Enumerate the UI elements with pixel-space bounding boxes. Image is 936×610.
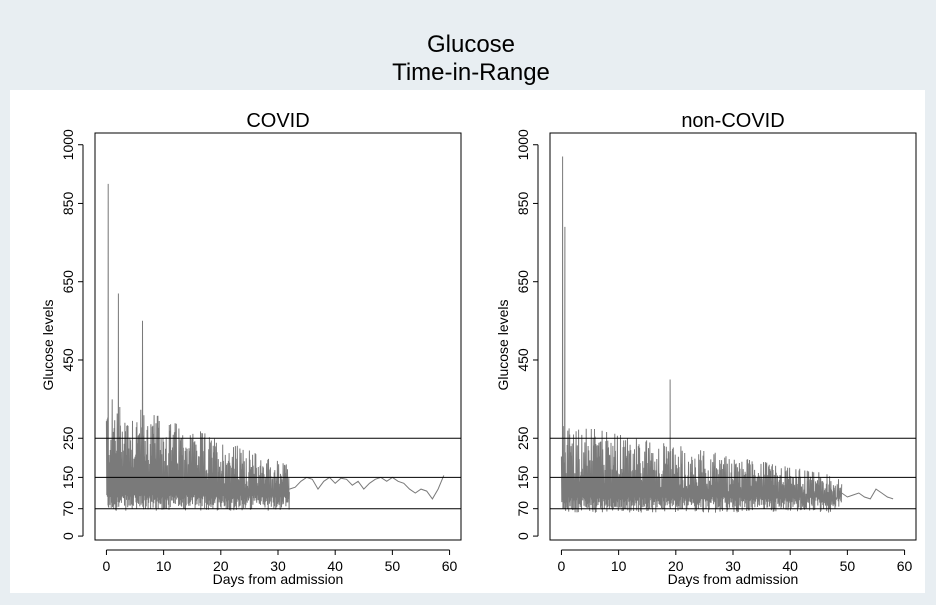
x-tick-label: 30 (270, 558, 286, 574)
series-line (289, 475, 445, 500)
y-axis-title: Glucose levels (40, 299, 56, 390)
x-tick-label: 60 (442, 558, 458, 574)
series-dense-line (560, 156, 843, 513)
x-tick-label: 40 (327, 558, 343, 574)
panel-covid: COVID 0 10 20 30 40 50 60 Days from admission 0 70… (40, 110, 462, 587)
x-tick-label: 10 (156, 558, 172, 574)
y-tick-label: 250 (60, 426, 76, 450)
chart-title-line1: Glucose (427, 31, 515, 58)
x-tick-label: 60 (897, 558, 913, 574)
y-tick-label: 0 (60, 532, 76, 540)
y-tick-label: 850 (515, 192, 531, 216)
y-tick-label: 150 (515, 465, 531, 489)
x-tick-label: 50 (385, 558, 401, 574)
y-tick-label: 450 (60, 348, 76, 372)
chart-title-line2: Time-in-Range (392, 59, 550, 86)
x-tick-label: 40 (782, 558, 798, 574)
y-tick-label: 150 (60, 465, 76, 489)
y-tick-label: 650 (60, 270, 76, 294)
x-tick-label: 30 (725, 558, 741, 574)
y-axis-title: Glucose levels (495, 299, 511, 390)
y-tick-label: 70 (515, 501, 531, 517)
y-tick-label: 70 (60, 501, 76, 517)
y-tick-label: 450 (515, 348, 531, 372)
y-tick-label: 1000 (515, 129, 531, 160)
x-tick-label: 10 (611, 558, 627, 574)
series-line (841, 488, 894, 500)
series-dense-line (105, 183, 290, 511)
y-tick-label: 0 (515, 532, 531, 540)
x-tick-label: 0 (558, 558, 566, 574)
x-axis-title: Days from admission (668, 571, 799, 587)
plot-frame (94, 132, 462, 541)
y-tick-label: 1000 (60, 129, 76, 160)
x-tick-label: 0 (103, 558, 111, 574)
panel-non-covid: non-COVID 0 10 20 30 40 50 60 Days from admissio… (495, 110, 917, 587)
y-tick-label: 250 (515, 426, 531, 450)
x-tick-label: 20 (668, 558, 684, 574)
x-axis-title: Days from admission (213, 571, 344, 587)
plot-frame (549, 132, 917, 541)
x-tick-label: 50 (840, 558, 856, 574)
y-tick-label: 850 (60, 192, 76, 216)
panel-title: COVID (246, 110, 309, 132)
panels-area (10, 90, 925, 593)
x-tick-label: 20 (213, 558, 229, 574)
panel-title: non-COVID (681, 110, 784, 132)
y-tick-label: 650 (515, 270, 531, 294)
